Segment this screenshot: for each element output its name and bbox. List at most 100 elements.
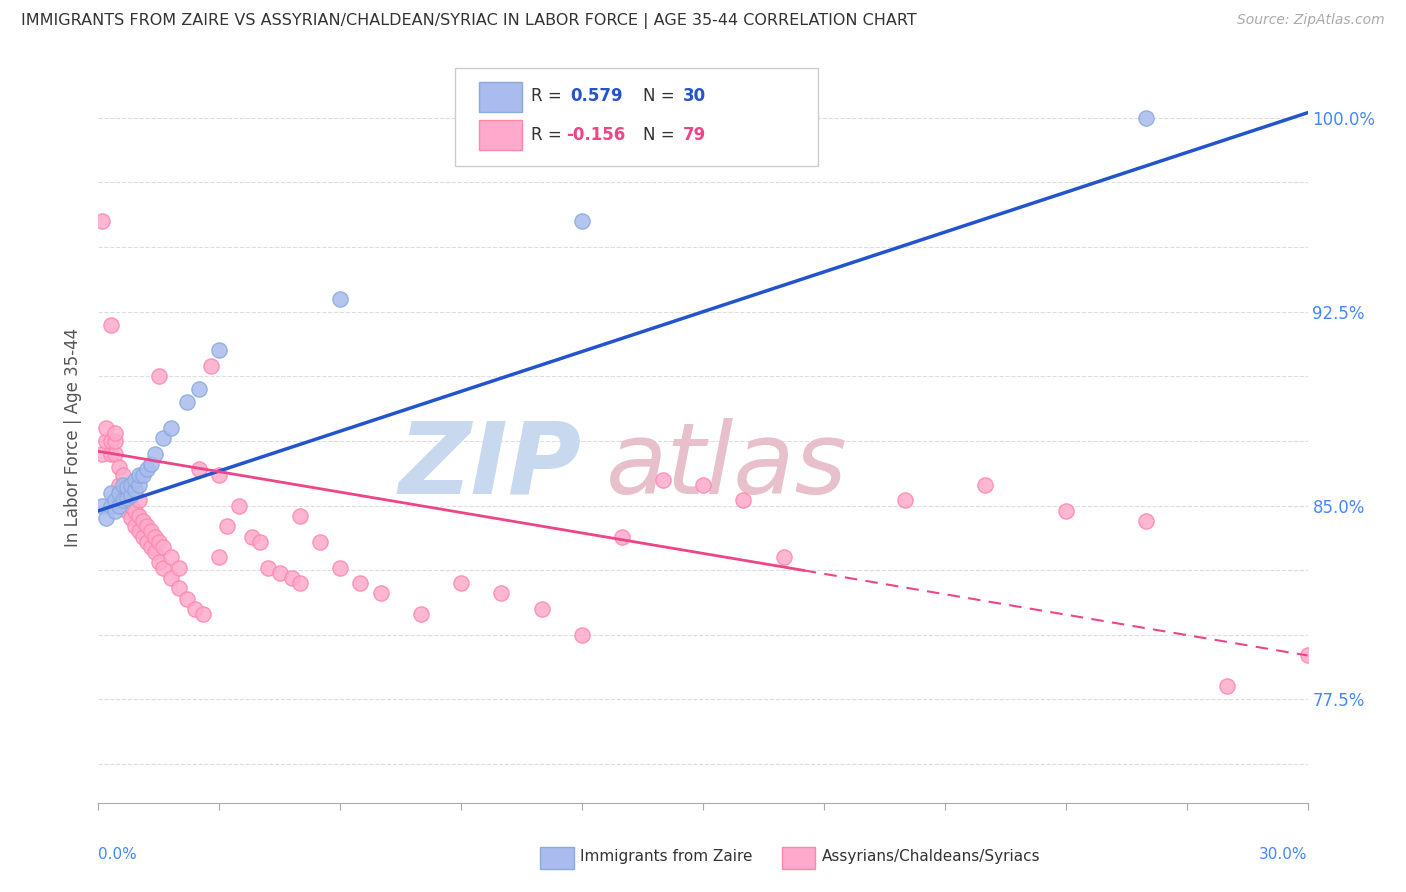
Point [128, 467, 150, 482]
Point [100, 499, 122, 513]
Point [409, 607, 432, 621]
Point [217, 519, 239, 533]
Point [269, 566, 291, 580]
Point [143, 545, 166, 559]
Point [107, 485, 129, 500]
Text: IMMIGRANTS FROM ZAIRE VS ASSYRIAN/CHALDEAN/SYRIAC IN LABOR FORCE | AGE 35-44 COR: IMMIGRANTS FROM ZAIRE VS ASSYRIAN/CHALDE… [21, 13, 917, 29]
Point [103, 447, 125, 461]
Point [288, 508, 311, 523]
Text: N =: N = [643, 126, 679, 144]
Point [96, 511, 118, 525]
Point [571, 214, 593, 228]
Point [176, 591, 198, 606]
Point [111, 467, 134, 482]
Point [91, 499, 114, 513]
Point [160, 550, 183, 565]
Point [135, 519, 157, 533]
Text: -0.156: -0.156 [567, 126, 626, 144]
Point [139, 457, 162, 471]
Point [111, 483, 134, 497]
Point [96, 421, 118, 435]
Point [228, 499, 250, 513]
Point [128, 508, 150, 523]
Point [91, 214, 114, 228]
Point [135, 462, 157, 476]
Text: 30.0%: 30.0% [1260, 847, 1308, 862]
Point [128, 478, 150, 492]
Text: Source: ZipAtlas.com: Source: ZipAtlas.com [1237, 13, 1385, 28]
Point [160, 571, 183, 585]
Point [96, 434, 118, 448]
Point [107, 499, 129, 513]
Point [571, 628, 593, 642]
Point [91, 447, 114, 461]
Point [135, 534, 157, 549]
Text: 0.0%: 0.0% [98, 847, 138, 862]
Text: 79: 79 [682, 126, 706, 144]
Point [103, 493, 125, 508]
Point [107, 459, 129, 474]
Point [256, 560, 278, 574]
Point [1296, 648, 1319, 663]
Point [1135, 514, 1157, 528]
Text: ZIP: ZIP [399, 417, 582, 515]
Point [120, 499, 142, 513]
Point [188, 382, 211, 396]
Point [120, 488, 142, 502]
Point [733, 493, 755, 508]
Point [115, 488, 138, 502]
Text: R =: R = [531, 87, 567, 105]
Point [1216, 680, 1239, 694]
Point [100, 485, 122, 500]
Point [115, 504, 138, 518]
Point [193, 607, 215, 621]
Text: Immigrants from Zaire: Immigrants from Zaire [579, 849, 752, 864]
Point [124, 519, 146, 533]
Point [100, 434, 122, 448]
Text: atlas: atlas [606, 417, 848, 515]
Point [188, 462, 211, 476]
Point [893, 493, 915, 508]
Point [309, 534, 332, 549]
Point [651, 473, 673, 487]
Point [148, 556, 170, 570]
FancyBboxPatch shape [782, 847, 815, 869]
Point [772, 550, 794, 565]
Point [111, 478, 134, 492]
Point [288, 576, 311, 591]
Point [139, 524, 162, 539]
Point [115, 491, 138, 505]
Point [240, 530, 263, 544]
Point [124, 483, 146, 497]
Point [132, 514, 155, 528]
Point [152, 560, 174, 574]
Point [132, 530, 155, 544]
Point [120, 481, 142, 495]
FancyBboxPatch shape [479, 82, 522, 112]
Point [100, 318, 122, 332]
FancyBboxPatch shape [540, 847, 574, 869]
Text: R =: R = [531, 126, 567, 144]
Point [143, 530, 166, 544]
Point [128, 524, 150, 539]
Point [974, 478, 997, 492]
Point [167, 560, 190, 574]
Point [124, 504, 146, 518]
Point [329, 292, 352, 306]
Point [176, 395, 198, 409]
FancyBboxPatch shape [479, 120, 522, 150]
Point [148, 369, 170, 384]
Point [107, 478, 129, 492]
Point [148, 534, 170, 549]
Text: Assyrians/Chaldeans/Syriacs: Assyrians/Chaldeans/Syriacs [821, 849, 1040, 864]
Point [115, 481, 138, 495]
Point [111, 493, 134, 508]
FancyBboxPatch shape [456, 68, 818, 167]
Point [139, 540, 162, 554]
Point [152, 540, 174, 554]
Point [100, 447, 122, 461]
Point [208, 467, 231, 482]
Point [281, 571, 304, 585]
Point [370, 586, 392, 600]
Point [184, 602, 207, 616]
